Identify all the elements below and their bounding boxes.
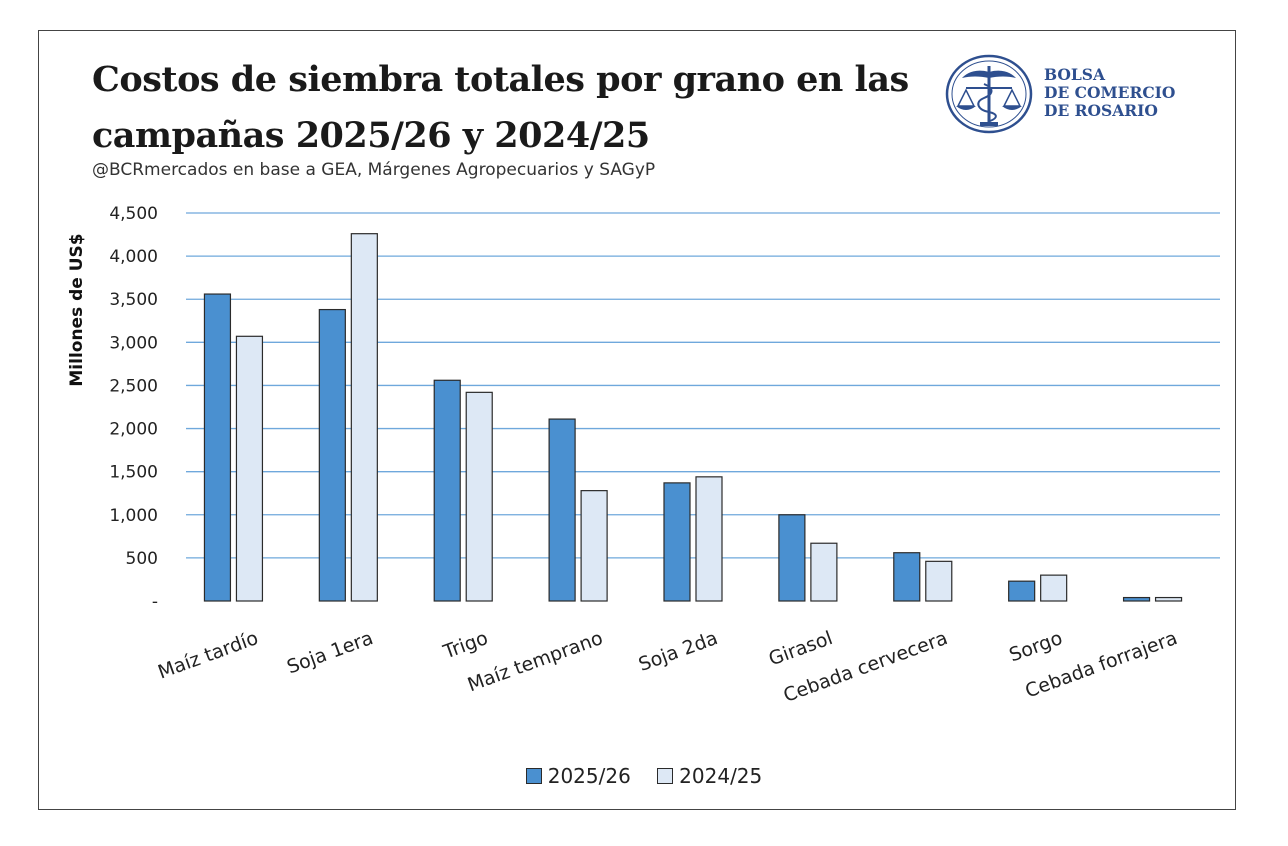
x-tick-label: Soja 1era — [284, 627, 376, 678]
chart-subtitle: @BCRmercados en base a GEA, Márgenes Agr… — [92, 160, 656, 180]
bar-1 — [1008, 580, 1036, 602]
y-tick-label: 2,500 — [109, 376, 158, 396]
x-tick-label: Soja 2da — [636, 627, 721, 676]
bar-1 — [663, 482, 691, 602]
bar-2 — [235, 335, 264, 602]
bar-2 — [1040, 574, 1068, 602]
bar-2 — [695, 476, 723, 602]
legend-swatch-series-2 — [657, 768, 674, 784]
bar-1 — [778, 514, 806, 602]
bar-2 — [925, 560, 953, 602]
y-tick-label: 1,000 — [109, 506, 158, 526]
legend-item-series-2: 2024/25 — [657, 764, 762, 788]
legend-swatch-series-1 — [525, 768, 542, 784]
bar-2 — [810, 542, 838, 602]
bar-2 — [580, 490, 608, 602]
scales-caduceus-emblem-icon — [945, 54, 1033, 134]
bar-2 — [350, 233, 378, 602]
y-tick-label: 3,000 — [109, 333, 158, 353]
bar-1 — [203, 293, 232, 602]
bar-2 — [1154, 596, 1183, 602]
y-tick-label: 4,500 — [109, 204, 158, 224]
y-axis-label: Millones de US$ — [67, 233, 87, 386]
bar-1 — [548, 418, 576, 602]
x-tick-label: Sorgo — [1006, 627, 1065, 666]
y-tick-label: 1,500 — [109, 463, 158, 483]
y-tick-label: 4,000 — [109, 247, 158, 267]
bar-1 — [433, 379, 461, 602]
bcr-logo: BOLSA DE COMERCIO DE ROSARIO — [944, 54, 1234, 134]
x-tick-label: Trigo — [440, 627, 491, 664]
logo-line-3: DE ROSARIO — [1044, 101, 1158, 120]
logo-wordmark: BOLSA DE COMERCIO DE ROSARIO — [1044, 66, 1175, 120]
logo-line-1: BOLSA — [1044, 65, 1106, 84]
bar-1 — [893, 552, 921, 602]
x-tick-label: Maíz tardío — [155, 627, 261, 684]
y-tick-label: - — [152, 592, 158, 612]
y-tick-label: 500 — [126, 549, 158, 569]
bar-1 — [1122, 596, 1151, 602]
x-tick-label: Girasol — [766, 627, 836, 670]
legend-label-series-1: 2025/26 — [547, 764, 631, 788]
y-tick-label: 2,000 — [109, 420, 158, 440]
y-tick-label: 3,500 — [109, 290, 158, 310]
y-axis-ticks: - 500 1,000 1,500 2,000 2,500 3,000 3,500 4,000 4… — [109, 204, 158, 612]
logo-line-2: DE COMERCIO — [1044, 83, 1176, 102]
legend-item-series-1: 2025/26 — [525, 764, 631, 788]
legend: 2025/26 2024/25 — [0, 764, 1288, 789]
chart-title: Costos de siembra totales por grano en l… — [92, 59, 909, 156]
bar-2 — [465, 391, 493, 602]
bars — [203, 233, 1183, 602]
bar-1 — [318, 308, 346, 602]
legend-label-series-2: 2024/25 — [679, 764, 763, 788]
